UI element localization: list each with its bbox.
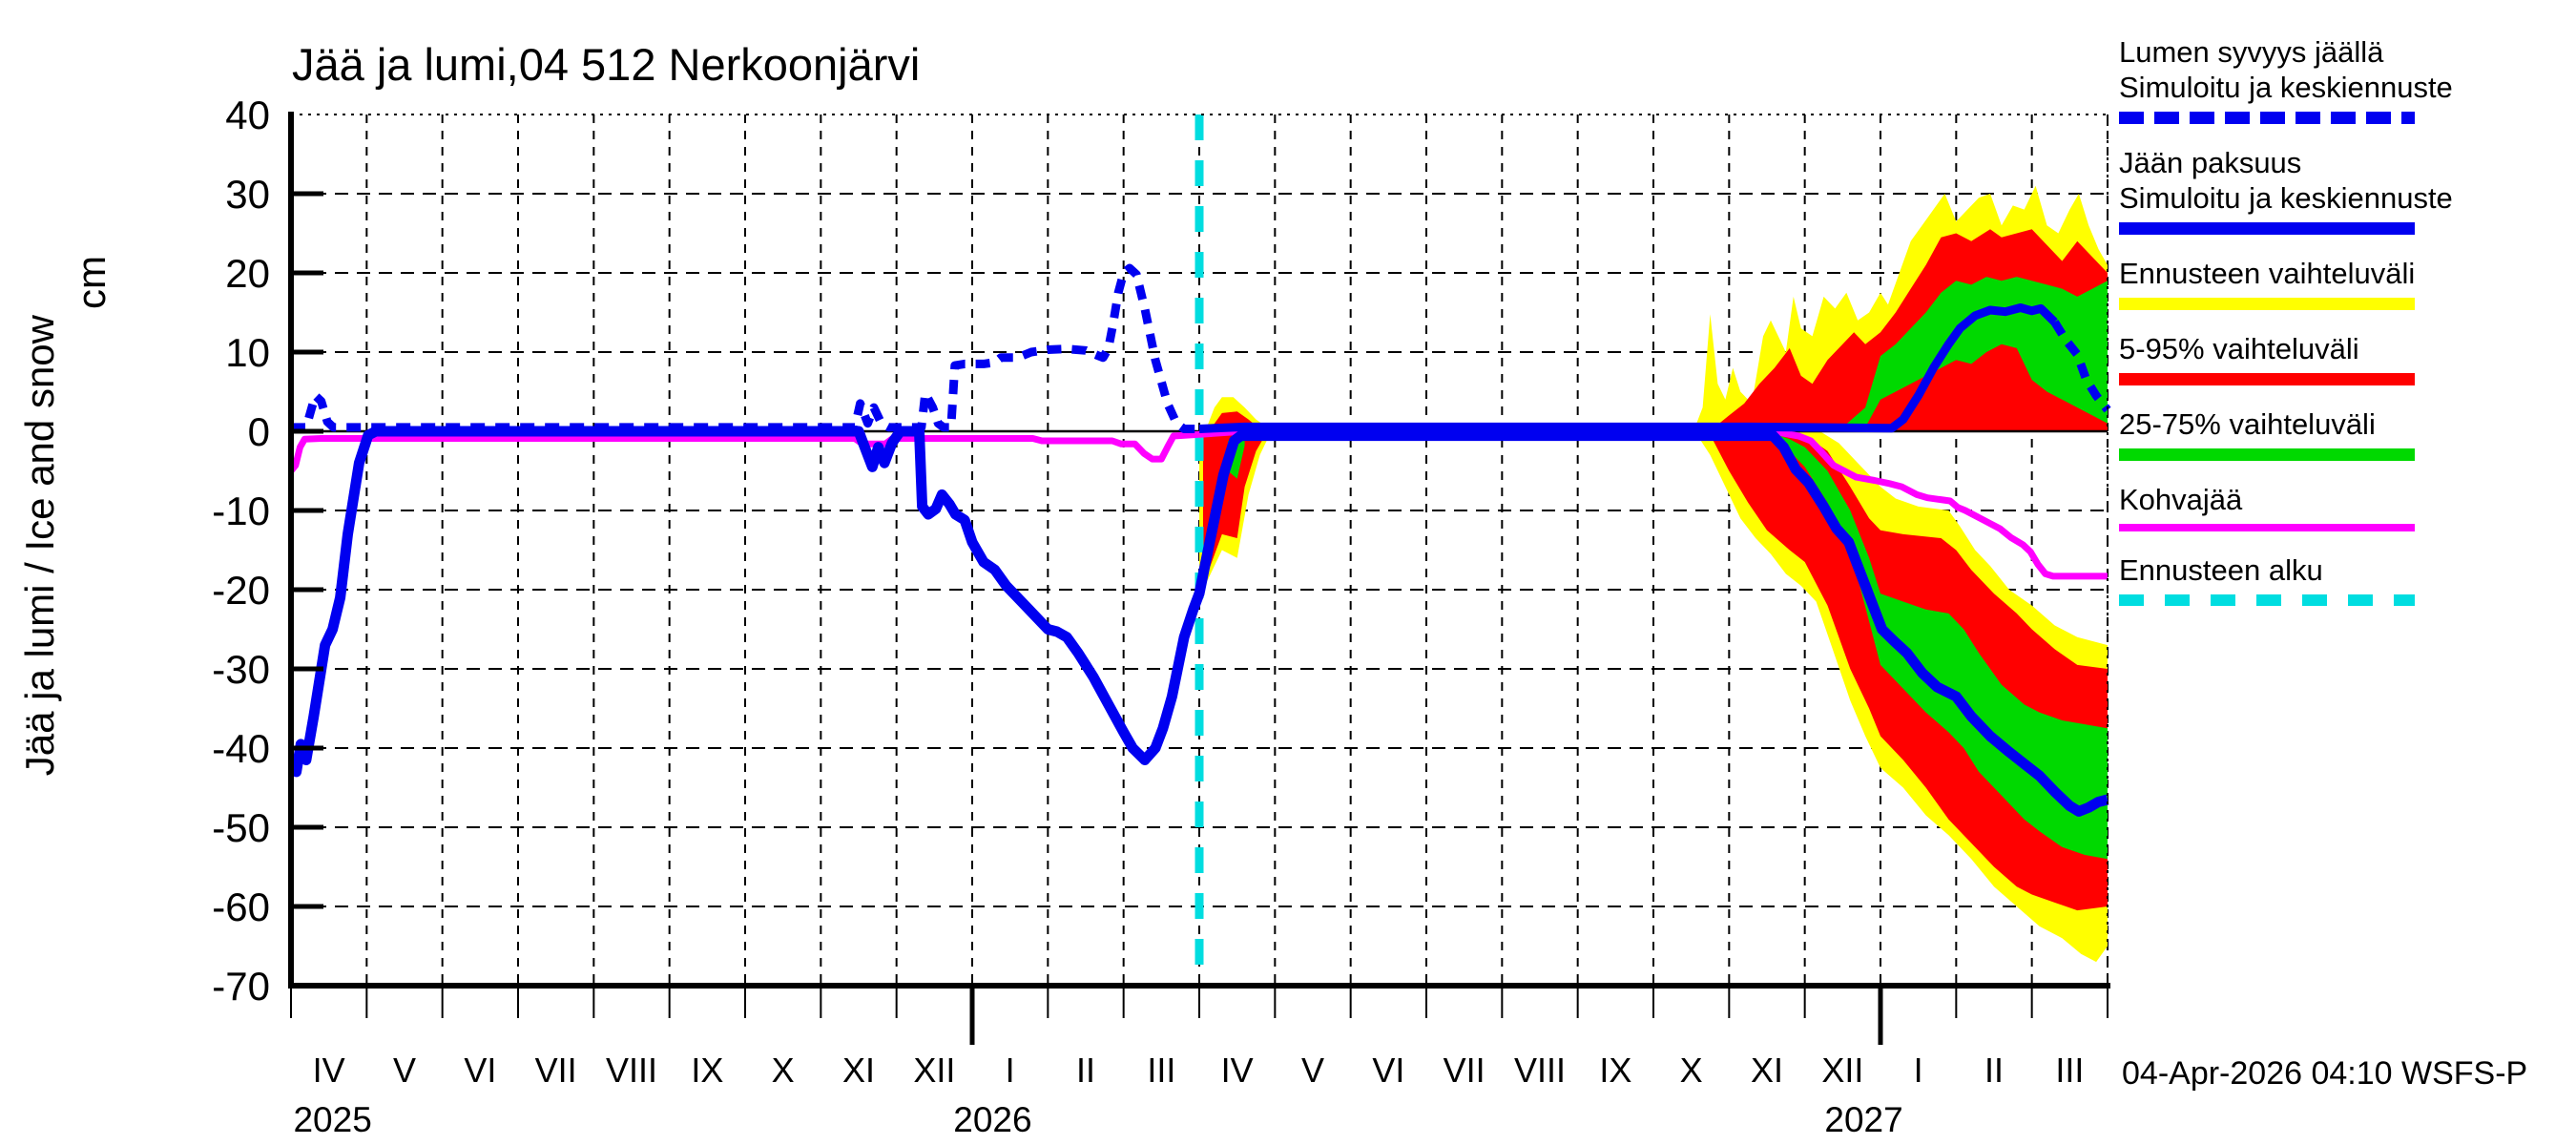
legend-swatch-green xyxy=(2119,448,2415,461)
legend-item-forecast-range: Ennusteen vaihteluväli xyxy=(2119,256,2567,310)
x-month-label: II xyxy=(1984,1051,2004,1090)
y-tick-label: -10 xyxy=(212,489,270,533)
y-tick-label: 10 xyxy=(225,330,270,375)
x-month-label: III xyxy=(2055,1051,2084,1090)
series xyxy=(287,263,2111,817)
x-month-label: IX xyxy=(691,1051,723,1090)
y-axis-unit-label: cm xyxy=(69,256,114,309)
y-tick-label: -30 xyxy=(212,647,270,692)
x-year-label: 2027 xyxy=(1824,1100,1902,1139)
series-snow-forecast-tail xyxy=(2050,320,2111,413)
x-month-label: VII xyxy=(1444,1051,1485,1090)
x-month-label: XII xyxy=(913,1051,955,1090)
x-month-label: XI xyxy=(842,1051,875,1090)
y-tick-label: 0 xyxy=(248,409,270,454)
x-month-label: VII xyxy=(535,1051,577,1090)
legend-item-ice-thickness-simulated: Jään paksuus Simuloitu ja keskiennuste xyxy=(2119,145,2567,235)
x-month-label: VIII xyxy=(1514,1051,1566,1090)
x-month-label: V xyxy=(393,1051,416,1090)
x-month-label: I xyxy=(1006,1051,1015,1090)
x-month-label: V xyxy=(1301,1051,1324,1090)
y-axis-label: Jää ja lumi / Ice and snow xyxy=(17,315,62,777)
legend-swatch-yellow xyxy=(2119,298,2415,310)
y-tick-label: 20 xyxy=(225,251,270,296)
legend: Lumen syvyys jäällä Simuloitu ja keskienn… xyxy=(2119,34,2567,627)
x-month-label: X xyxy=(772,1051,795,1090)
axis-ticks xyxy=(290,191,2109,1045)
x-month-label: XII xyxy=(1821,1051,1863,1090)
legend-label: Simuloitu ja keskiennuste xyxy=(2119,181,2453,215)
legend-label: Simuloitu ja keskiennuste xyxy=(2119,71,2453,104)
legend-swatch-blue-dash xyxy=(2119,112,2415,124)
x-month-label: IX xyxy=(1599,1051,1631,1090)
legend-item-snow-depth-simulated: Lumen syvyys jäällä Simuloitu ja keskienn… xyxy=(2119,34,2567,124)
x-month-label: VIII xyxy=(606,1051,657,1090)
y-tick-label: -20 xyxy=(212,568,270,613)
y-tick-label: 40 xyxy=(225,93,270,137)
legend-item-forecast-start: Ennusteen alku xyxy=(2119,552,2567,606)
x-month-label: II xyxy=(1076,1051,1095,1090)
legend-swatch-red xyxy=(2119,373,2415,385)
y-tick-label: -70 xyxy=(212,964,270,1009)
x-month-label: VI xyxy=(464,1051,496,1090)
y-tick-label: -60 xyxy=(212,885,270,929)
y-tick-label: -50 xyxy=(212,805,270,850)
band-winter-snow-green xyxy=(1842,277,2108,431)
x-year-label: 2026 xyxy=(953,1100,1031,1139)
legend-label: Kohvajää xyxy=(2119,483,2243,516)
series-snow-forecast xyxy=(1198,303,2058,433)
x-month-label: I xyxy=(1914,1051,1923,1090)
x-month-label: III xyxy=(1147,1051,1175,1090)
band-melt-red xyxy=(1203,431,1268,586)
x-year-label: 2025 xyxy=(293,1100,371,1139)
legend-label: Ennusteen vaihteluväli xyxy=(2119,257,2416,290)
legend-swatch-cyan-dash xyxy=(2119,594,2415,606)
legend-swatch-magenta xyxy=(2119,524,2415,531)
x-month-label: X xyxy=(1680,1051,1703,1090)
legend-swatch-blue xyxy=(2119,222,2415,235)
x-month-label: XI xyxy=(1751,1051,1783,1090)
y-tick-label: 30 xyxy=(225,172,270,217)
y-tick-label: -40 xyxy=(212,726,270,771)
x-month-label: VI xyxy=(1372,1051,1404,1090)
legend-item-range-25-75: 25-75% vaihteluväli xyxy=(2119,406,2567,461)
timestamp-label: 04-Apr-2026 04:10 WSFS-P xyxy=(2122,1055,2528,1092)
x-month-label: IV xyxy=(313,1051,345,1090)
legend-item-range-5-95: 5-95% vaihteluväli xyxy=(2119,331,2567,385)
legend-label: Lumen syvyys jäällä xyxy=(2119,35,2384,69)
legend-label: Ennusteen alku xyxy=(2119,553,2323,587)
series-ice xyxy=(287,426,2109,817)
x-month-label: IV xyxy=(1221,1051,1254,1090)
legend-item-slush-ice: Kohvajää xyxy=(2119,482,2567,531)
legend-label: Jään paksuus xyxy=(2119,146,2302,179)
page-title: Jää ja lumi,04 512 Nerkoonjärvi xyxy=(292,39,921,90)
legend-label: 25-75% vaihteluväli xyxy=(2119,407,2376,441)
legend-label: 5-95% vaihteluväli xyxy=(2119,332,2359,365)
